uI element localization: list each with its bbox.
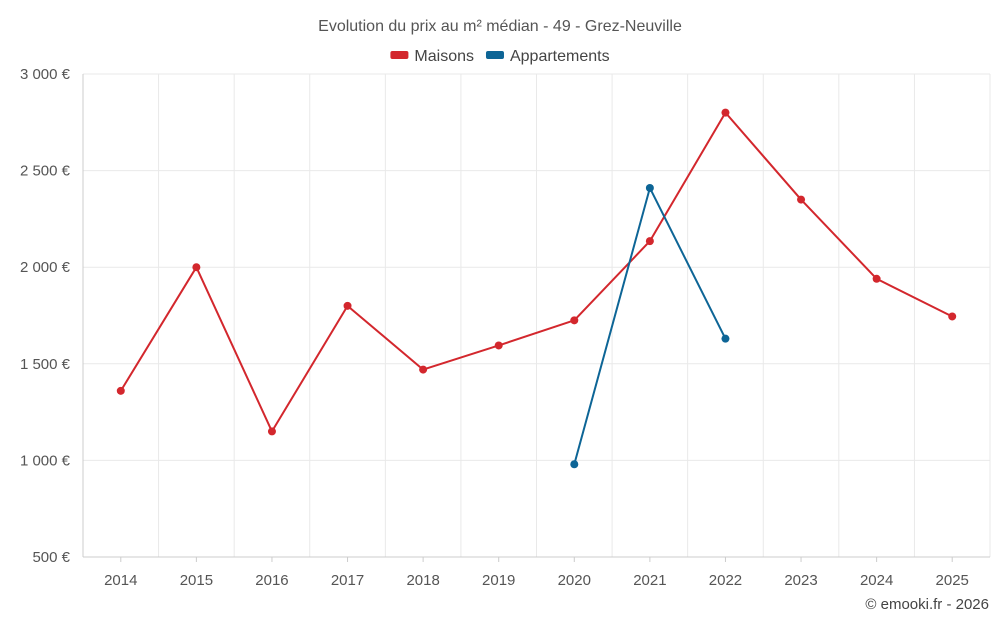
x-tick-label: 2018 [406,572,439,589]
y-tick-label: 1 500 € [20,356,71,373]
legend-swatch [485,51,504,59]
x-tick-label: 2022 [709,572,742,589]
y-tick-label: 3 000 € [20,66,71,83]
x-tick-label: 2015 [180,572,213,589]
data-point [116,386,125,395]
legend-item-appartements: Appartements [485,48,610,65]
data-point [721,108,730,117]
data-point [948,312,957,321]
y-tick-label: 1 000 € [20,452,71,469]
x-tick-label: 2019 [482,572,515,589]
data-point [797,195,806,204]
grid [83,73,991,557]
series-appartements [570,183,730,469]
data-point [721,334,730,343]
x-tick-label: 2014 [104,572,137,589]
series-line [119,111,953,433]
legend-label: Appartements [510,48,610,65]
x-tick-label: 2017 [331,572,364,589]
credit-text: © emooki.fr - 2026 [865,596,989,613]
legend-item-maisons: Maisons [390,48,474,65]
x-tick-label: 2024 [860,572,893,589]
data-point [343,301,352,310]
axes: 500 € 1 000 € 1 500 € 2 000 € 2 500 € 3 000 €… [20,66,990,589]
legend-swatch [390,51,409,59]
x-tick-label: 2025 [936,572,969,589]
legend: Maisons Appartements [390,48,610,65]
data-point [419,365,428,374]
y-tick-label: 500 € [32,549,70,566]
chart-title: Evolution du prix au m² médian - 49 - Gr… [318,18,682,35]
x-tick-label: 2021 [633,572,666,589]
series-layer [116,108,957,469]
series-maisons [116,108,957,436]
y-tick-label: 2 000 € [20,259,71,276]
x-tick-label: 2023 [784,572,817,589]
data-point [494,341,503,350]
data-point [267,427,276,436]
data-point [570,460,579,469]
data-point [645,237,654,246]
series-line [573,186,727,465]
x-tick-label: 2016 [255,572,288,589]
y-tick-label: 2 500 € [20,163,71,180]
legend-label: Maisons [414,48,474,65]
data-point [645,183,654,192]
data-point [872,274,881,283]
x-tick-label: 2020 [558,572,591,589]
data-point [570,316,579,325]
data-point [192,263,201,272]
